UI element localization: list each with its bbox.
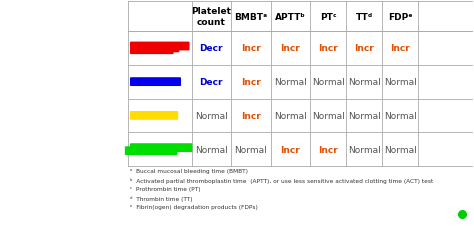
Text: Normal: Normal bbox=[235, 145, 267, 154]
Text: Normal: Normal bbox=[384, 78, 417, 87]
Text: Normal: Normal bbox=[274, 78, 307, 87]
Text: Incr: Incr bbox=[281, 44, 300, 53]
Text: Decr: Decr bbox=[200, 78, 223, 87]
Text: BMBTᵃ: BMBTᵃ bbox=[234, 13, 267, 21]
Text: ᵃ  Buccal mucosal bleeding time (BMBT): ᵃ Buccal mucosal bleeding time (BMBT) bbox=[130, 169, 248, 174]
FancyBboxPatch shape bbox=[130, 112, 178, 120]
Text: Normal: Normal bbox=[312, 78, 345, 87]
FancyBboxPatch shape bbox=[125, 147, 178, 155]
Text: Incr: Incr bbox=[391, 44, 410, 53]
Text: Normal: Normal bbox=[348, 111, 381, 120]
Text: Incr: Incr bbox=[241, 44, 261, 53]
Text: PTᶜ: PTᶜ bbox=[320, 13, 337, 21]
Text: Incr: Incr bbox=[355, 44, 374, 53]
Text: Normal: Normal bbox=[274, 111, 307, 120]
Text: Normal: Normal bbox=[312, 111, 345, 120]
FancyBboxPatch shape bbox=[130, 44, 179, 53]
Text: ᵈ  Thrombin time (TT): ᵈ Thrombin time (TT) bbox=[130, 195, 193, 201]
Text: Incr: Incr bbox=[241, 78, 261, 87]
Text: Incr: Incr bbox=[241, 111, 261, 120]
FancyBboxPatch shape bbox=[130, 43, 190, 51]
Text: ᵇ  Activated partial thromboplastin time  (APTT), or use less sensitive activate: ᵇ Activated partial thromboplastin time … bbox=[130, 177, 434, 183]
FancyBboxPatch shape bbox=[130, 144, 192, 152]
Text: ᵉ  Fibrin(ogen) degradation products (FDPs): ᵉ Fibrin(ogen) degradation products (FDP… bbox=[130, 204, 258, 209]
Text: Normal: Normal bbox=[348, 78, 381, 87]
Text: Incr: Incr bbox=[281, 145, 300, 154]
Text: Normal: Normal bbox=[384, 111, 417, 120]
Text: Decr: Decr bbox=[200, 44, 223, 53]
FancyBboxPatch shape bbox=[130, 78, 181, 87]
Text: Incr: Incr bbox=[318, 44, 338, 53]
Text: Normal: Normal bbox=[348, 145, 381, 154]
Text: FDPᵉ: FDPᵉ bbox=[388, 13, 413, 21]
Text: Normal: Normal bbox=[384, 145, 417, 154]
Text: APTTᵇ: APTTᵇ bbox=[275, 13, 306, 21]
Text: ᶜ  Prothrombin time (PT): ᶜ Prothrombin time (PT) bbox=[130, 186, 201, 191]
Text: Normal: Normal bbox=[195, 111, 228, 120]
FancyBboxPatch shape bbox=[130, 46, 173, 55]
Text: Incr: Incr bbox=[318, 145, 338, 154]
Text: Normal: Normal bbox=[195, 145, 228, 154]
Text: TTᵈ: TTᵈ bbox=[356, 13, 373, 21]
Text: Platelet
count: Platelet count bbox=[191, 7, 231, 27]
